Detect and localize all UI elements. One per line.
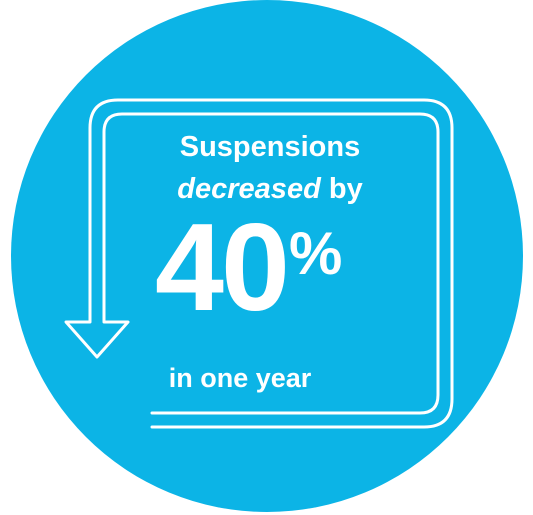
stat-unit: %: [288, 220, 343, 287]
arrow-border-path: [64, 98, 454, 429]
stat-line-period: in one year: [168, 363, 312, 393]
stat-line-subject: Suspensions: [179, 131, 361, 163]
stat-emphasis-word: decreased: [177, 173, 321, 205]
stat-line-verb: decreased by: [120, 172, 420, 206]
stat-value: 40%: [155, 206, 343, 330]
stat-verb-rest: by: [320, 173, 363, 205]
stat-number: 40: [155, 199, 290, 337]
